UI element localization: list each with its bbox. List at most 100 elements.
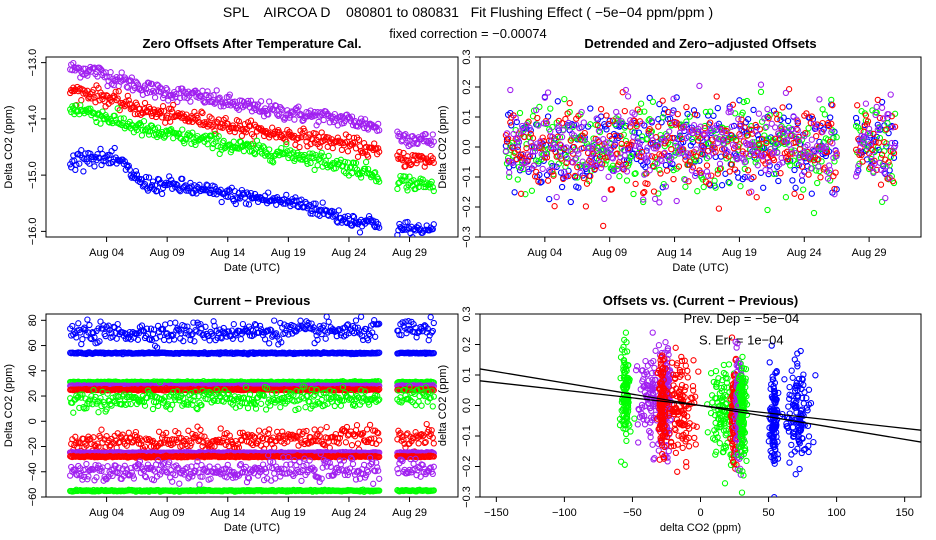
data-point bbox=[326, 387, 333, 394]
data-point bbox=[168, 126, 175, 133]
data-point bbox=[795, 137, 803, 145]
data-point bbox=[335, 326, 342, 333]
data-point bbox=[530, 162, 538, 169]
data-point bbox=[768, 120, 775, 127]
data-point bbox=[376, 148, 383, 155]
data-point bbox=[429, 131, 436, 138]
data-point bbox=[169, 108, 176, 115]
data-point bbox=[646, 167, 653, 174]
data-point bbox=[556, 152, 564, 159]
data-point bbox=[425, 388, 432, 396]
data-point bbox=[672, 142, 679, 150]
data-point bbox=[683, 134, 690, 142]
data-point bbox=[620, 131, 627, 138]
data-point bbox=[130, 437, 138, 444]
data-point bbox=[576, 124, 583, 132]
data-point bbox=[670, 95, 677, 102]
data-point bbox=[309, 150, 316, 157]
data-point bbox=[695, 137, 702, 144]
data-point bbox=[232, 200, 239, 208]
data-point bbox=[519, 154, 526, 161]
data-point bbox=[129, 439, 136, 446]
data-point bbox=[508, 122, 515, 129]
data-point bbox=[215, 133, 222, 140]
data-point bbox=[622, 86, 630, 94]
data-point bbox=[787, 162, 794, 169]
data-point bbox=[671, 119, 678, 127]
data-point bbox=[638, 120, 646, 127]
data-point bbox=[881, 169, 888, 176]
data-point bbox=[164, 86, 171, 93]
data-point bbox=[167, 118, 174, 125]
data-point bbox=[413, 139, 420, 147]
data-point bbox=[876, 159, 884, 166]
data-point bbox=[399, 319, 406, 326]
data-point bbox=[404, 218, 411, 226]
data-point bbox=[690, 122, 698, 129]
data-point bbox=[543, 119, 551, 127]
data-point bbox=[883, 163, 890, 170]
data-point bbox=[829, 102, 836, 109]
data-point bbox=[750, 106, 757, 114]
data-point bbox=[856, 147, 863, 155]
data-point bbox=[567, 137, 574, 144]
data-point bbox=[608, 154, 616, 161]
data-point bbox=[588, 160, 595, 167]
data-point bbox=[197, 92, 204, 100]
data-point bbox=[534, 114, 541, 122]
data-point bbox=[194, 405, 201, 413]
data-point bbox=[86, 400, 93, 407]
data-point bbox=[867, 140, 874, 147]
data-point bbox=[80, 65, 87, 72]
data-point bbox=[808, 113, 815, 120]
data-point bbox=[544, 89, 552, 96]
data-point bbox=[224, 193, 231, 201]
data-point bbox=[537, 138, 544, 145]
data-point bbox=[95, 409, 102, 416]
data-point bbox=[752, 128, 759, 135]
data-point bbox=[870, 130, 877, 138]
data-point bbox=[734, 155, 741, 163]
data-point bbox=[640, 196, 647, 203]
data-point bbox=[189, 129, 196, 136]
data-point bbox=[429, 403, 436, 410]
data-point bbox=[372, 333, 379, 340]
data-point bbox=[670, 166, 677, 174]
data-point bbox=[301, 383, 308, 390]
data-point bbox=[73, 161, 80, 168]
data-point bbox=[283, 138, 290, 145]
data-point bbox=[533, 106, 540, 114]
data-point bbox=[780, 114, 787, 121]
x-tick-label: Aug 24 bbox=[332, 507, 367, 519]
data-point bbox=[793, 116, 800, 123]
data-point bbox=[164, 330, 171, 337]
data-point bbox=[131, 110, 139, 118]
data-point bbox=[600, 222, 607, 230]
data-point bbox=[512, 114, 519, 122]
data-point bbox=[513, 118, 520, 126]
data-point bbox=[788, 146, 795, 153]
data-point bbox=[312, 200, 319, 207]
data-point bbox=[409, 234, 416, 237]
data-point bbox=[244, 404, 252, 412]
data-point bbox=[70, 409, 77, 416]
data-point bbox=[831, 158, 838, 165]
data-point bbox=[710, 150, 717, 157]
data-point bbox=[727, 134, 734, 142]
data-point bbox=[98, 426, 105, 433]
data-point bbox=[206, 388, 213, 396]
data-point bbox=[127, 336, 134, 343]
data-point bbox=[770, 156, 778, 164]
data-point bbox=[676, 129, 684, 137]
data-point bbox=[521, 160, 528, 167]
panel-2: Detrended and Zero−adjusted OffsetsDate … bbox=[437, 36, 922, 274]
x-tick-label: Aug 24 bbox=[787, 247, 822, 259]
data-point bbox=[551, 203, 558, 210]
x-tick-label: Aug 14 bbox=[657, 247, 692, 259]
data-point bbox=[752, 121, 759, 129]
data-point bbox=[876, 114, 884, 122]
data-point bbox=[655, 123, 662, 130]
data-point bbox=[689, 164, 697, 171]
data-point bbox=[69, 322, 76, 330]
data-point bbox=[341, 389, 349, 397]
